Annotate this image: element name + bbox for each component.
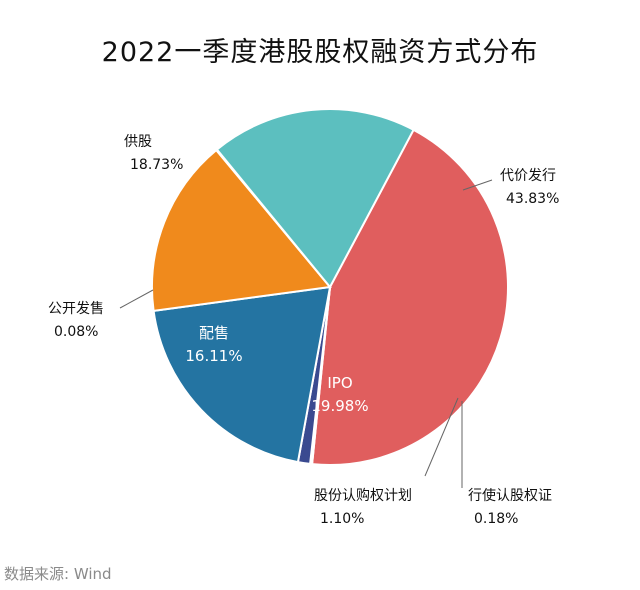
slice-value-label-3: 19.98%	[311, 397, 368, 415]
data-source-note: 数据来源: Wind	[4, 565, 112, 583]
slice-value-label-4: 16.11%	[185, 347, 242, 365]
slice-name-label-0: 代价发行	[500, 168, 556, 184]
slice-value-label-0: 43.83%	[506, 191, 559, 207]
leader-line-0	[462, 179, 493, 191]
pie-slice-0	[311, 128, 509, 466]
leader-line-5	[119, 289, 154, 309]
slice-name-label-4: 配售	[199, 324, 229, 342]
pie-slice-3	[152, 285, 332, 464]
slice-value-label-5: 0.08%	[54, 324, 98, 340]
slice-name-label-2: 股份认购权计划	[314, 488, 412, 504]
slice-name-label-3: IPO	[327, 374, 352, 392]
slice-name-label-1: 行使认股权证	[468, 487, 552, 504]
slice-value-label-6: 18.73%	[130, 157, 183, 173]
slice-name-label-6: 供股	[124, 134, 152, 150]
leader-line-2	[424, 397, 459, 477]
slice-name-label-5: 公开发售	[48, 301, 104, 317]
slice-value-label-1: 0.18%	[474, 511, 518, 527]
slice-value-label-2: 1.10%	[320, 511, 364, 527]
pie-slice-4	[151, 148, 332, 312]
chart-title: 2022一季度港股股权融资方式分布	[101, 37, 539, 68]
pie-slice-6	[215, 108, 415, 289]
